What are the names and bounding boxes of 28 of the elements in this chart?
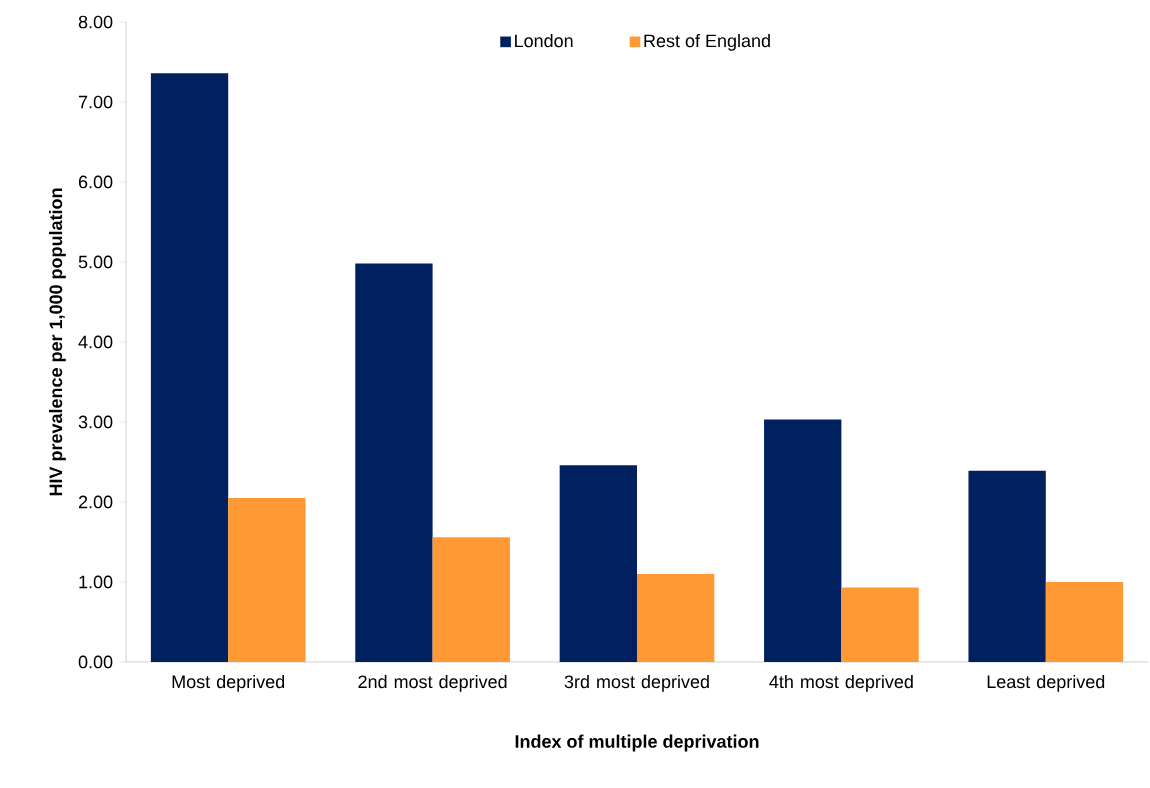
bar xyxy=(1045,581,1124,662)
x-axis-title: Index of multiple deprivation xyxy=(515,734,759,752)
legend-label: Rest of England xyxy=(644,33,770,51)
x-tick-label: Least deprived xyxy=(987,674,1105,692)
x-tick-label: Most deprived xyxy=(172,674,285,692)
y-tick-label: 4.00 xyxy=(78,335,113,349)
y-tick-label: 8.00 xyxy=(78,15,113,29)
bar xyxy=(432,537,510,662)
bar xyxy=(559,465,637,662)
bar xyxy=(355,263,433,662)
y-tick-label: 3.00 xyxy=(78,415,113,429)
y-tick-label: 5.00 xyxy=(78,255,113,269)
bar xyxy=(637,573,715,662)
y-tick-label: 1.00 xyxy=(79,575,113,589)
bar xyxy=(228,497,306,662)
legend-label: London xyxy=(515,33,573,48)
y-tick-label: 0.00 xyxy=(78,655,113,669)
y-axis-title: HIV prevalence per 1,000 population xyxy=(48,188,66,496)
y-tick-label: 7.00 xyxy=(78,95,113,109)
x-tick-label: 4th most deprived xyxy=(769,674,913,692)
x-tick-label: 2nd most deprived xyxy=(358,674,507,692)
bar xyxy=(968,470,1046,662)
y-tick-label: 2.00 xyxy=(78,495,113,509)
y-tick-label: 6.00 xyxy=(78,175,113,189)
bar xyxy=(841,587,919,662)
bar xyxy=(764,419,842,662)
bar xyxy=(150,73,229,662)
x-tick-label: 3rd most deprived xyxy=(564,674,709,692)
